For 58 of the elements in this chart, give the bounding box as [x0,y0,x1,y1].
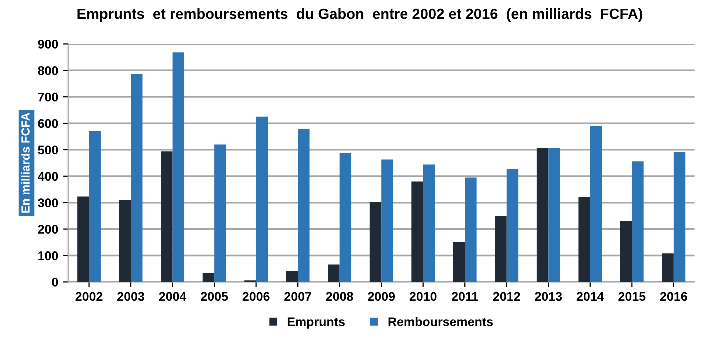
chart-title: Emprunts et remboursements du Gabon entre 2002 et 2016 (en milliards FCFA) [78,8,643,22]
bar [131,74,143,282]
bar [161,152,173,282]
bar [412,182,424,282]
x-tick-label: 2011 [452,292,478,302]
bar [370,202,382,282]
bar [662,254,674,282]
x-tick-label: 2010 [410,292,437,302]
y-tick-label: 300 [38,198,58,208]
y-tick-label: 0 [52,278,58,287]
y-tick-label: 700 [38,92,58,102]
bar [382,160,394,282]
y-axis-title: En milliards FCFA [21,113,30,213]
bar [172,52,184,282]
y-tick-label: 500 [38,146,58,155]
y-tick-label: 800 [38,66,58,76]
bar [214,144,226,282]
bar [620,221,632,282]
x-tick-label: 2009 [368,292,396,302]
bar [256,116,268,282]
x-tick-label: 2006 [242,292,270,302]
y-tick-label: 900 [38,40,58,49]
y-tick-label: 600 [38,119,58,128]
bar [536,148,549,282]
x-tick-label: 2002 [76,292,103,302]
bar [423,164,436,282]
bar [674,152,686,282]
y-tick-label: 100 [38,252,58,260]
bar [548,148,560,282]
bar [119,200,132,282]
x-tick-label: 2007 [284,292,312,302]
bar [506,169,519,282]
legend-label: Remboursements [388,317,494,326]
bar [328,264,340,282]
bar [590,126,602,282]
x-tick-label: 2013 [535,292,562,302]
x-tick-label: 2016 [660,292,688,302]
y-tick-label: 400 [38,172,58,182]
bar [453,242,466,282]
bar [78,196,90,282]
bar [465,178,477,282]
x-tick-label: 2012 [493,292,520,302]
bar [202,273,215,282]
x-tick-label: 2014 [576,292,604,302]
x-tick-label: 2005 [201,292,228,302]
bar [89,131,101,282]
bar [632,162,644,282]
x-tick-label: 2004 [159,292,187,302]
legend-label: Emprunts [288,318,345,329]
x-tick-label: 2015 [618,292,646,302]
bar [578,197,590,282]
bar [495,216,507,282]
x-tick-label: 2008 [326,292,354,302]
bar [340,153,352,282]
bar [286,271,298,282]
x-tick-label: 2003 [118,292,144,302]
y-tick-label: 200 [38,225,58,234]
bar [298,129,310,282]
